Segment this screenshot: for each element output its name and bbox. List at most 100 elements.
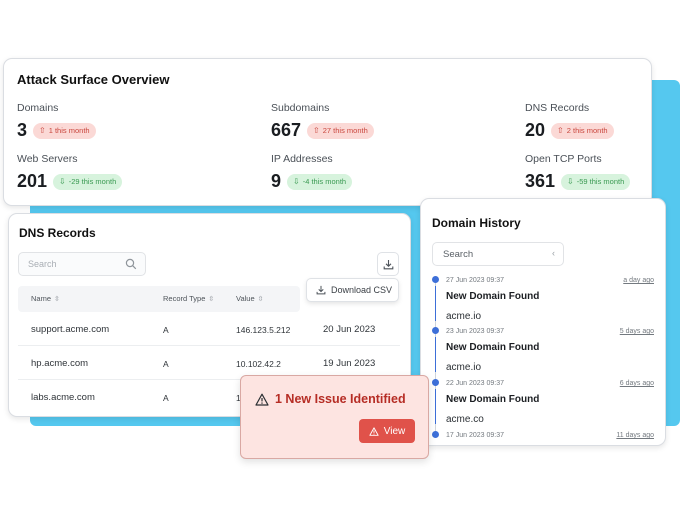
trend-text: 2 this month [566,126,608,135]
trend-text: 27 this month [322,126,368,135]
timeline-bracket [435,286,442,321]
trend-badge: ⇧ 2 this month [551,122,614,139]
dns-search-input[interactable]: Search [18,252,146,276]
cell-name: hp.acme.com [31,358,89,369]
history-item[interactable]: 27 Jun 2023 09:37 a day ago New Domain Fo… [446,277,654,322]
download-button[interactable] [377,252,399,276]
timeline-bracket [435,337,442,372]
trend-badge: ⇩ -4 this month [287,173,353,190]
cell-date: 20 Jun 2023 [323,324,376,335]
cell-date: 19 Jun 2023 [323,358,376,369]
stat-value: 9 [271,171,282,191]
arrow-down-icon: ⇩ [567,176,574,186]
stat-label: Subdomains [271,102,330,114]
timeline-dot [432,327,439,334]
stat-ip-addresses: IP Addresses 9 ⇩ -4 this month [271,153,353,192]
arrow-down-icon: ⇩ [59,176,66,186]
overview-title: Attack Surface Overview [17,72,170,87]
stat-domains: Domains 3 ⇧ 1 this month [17,102,96,141]
search-icon [125,258,137,270]
history-item[interactable]: 23 Jun 2023 09:37 5 days ago New Domain F… [446,328,654,373]
attack-surface-overview-card: Attack Surface Overview Domains 3 ⇧ 1 thi… [3,58,652,206]
stat-label: DNS Records [525,102,590,114]
stat-value: 361 [525,171,556,191]
history-event: New Domain Found [446,394,540,405]
sort-icon: ⇳ [208,295,215,303]
history-item[interactable]: 17 Jun 2023 09:37 11 days ago [446,432,654,439]
history-domain: acme.io [446,362,482,373]
column-header-name[interactable]: Name ⇳ [31,294,60,303]
issue-heading: 1 New Issue Identified [255,392,406,406]
table-row[interactable]: support.acme.com A 146.123.5.212 20 Jun … [18,313,400,346]
history-timestamp: 22 Jun 2023 09:37 [446,380,504,387]
search-placeholder: Search [28,259,57,269]
stat-value: 201 [17,171,48,191]
cell-name: support.acme.com [31,324,110,335]
history-timestamp: 17 Jun 2023 09:37 [446,432,504,439]
view-label: View [383,425,406,437]
cell-type: A [163,393,169,403]
stat-subdomains: Subdomains 667 ⇧ 27 this month [271,102,374,141]
dns-records-title: DNS Records [19,226,96,240]
history-timestamp: 23 Jun 2023 09:37 [446,328,504,335]
column-header-value[interactable]: Value ⇳ [236,294,264,303]
timeline-dot [432,431,439,438]
stat-value: 667 [271,120,302,140]
history-event: New Domain Found [446,342,540,353]
trend-text: -4 this month [302,177,347,186]
view-issue-button[interactable]: View [359,419,415,443]
history-item[interactable]: 22 Jun 2023 09:37 6 days ago New Domain F… [446,380,654,425]
cell-type: A [163,325,169,335]
stat-value: 20 [525,120,546,140]
arrow-down-icon: ⇩ [293,176,300,186]
history-relative-time[interactable]: 5 days ago [619,328,654,335]
domain-history-title: Domain History [432,216,521,230]
history-relative-time[interactable]: a day ago [623,277,654,284]
stat-value: 3 [17,120,28,140]
sort-icon: ⇳ [257,295,264,303]
timeline-dot [432,276,439,283]
cell-type: A [163,359,169,369]
arrow-up-icon: ⇧ [313,125,320,135]
trend-badge: ⇩ -29 this month [53,173,123,190]
trend-text: -29 this month [68,177,117,186]
history-domain: acme.io [446,311,482,322]
stat-label: Domains [17,102,59,114]
sort-icon: ⇳ [54,295,60,303]
timeline-dot [432,379,439,386]
history-search-select[interactable]: Search ‹ [432,242,564,266]
timeline-bracket [435,389,442,424]
download-csv-label: Download CSV [331,285,393,295]
table-header [18,286,300,312]
dns-records-card: DNS Records Search Name ⇳ Record Type ⇳ Va… [8,213,411,417]
warning-icon [255,393,269,406]
trend-text: 1 this month [48,126,90,135]
history-timestamp: 27 Jun 2023 09:37 [446,277,504,284]
cell-value: 146.123.5.212 [236,325,291,335]
issue-alert-popup: 1 New Issue Identified View [240,375,429,459]
domain-history-card: Domain History Search ‹ 27 Jun 2023 09:3… [420,198,666,446]
download-icon [316,285,326,295]
arrow-up-icon: ⇧ [39,125,46,135]
column-header-record-type[interactable]: Record Type ⇳ [163,294,214,303]
search-placeholder: Search [443,249,474,260]
cell-value: 10.102.42.2 [236,359,281,369]
issue-title: 1 New Issue Identified [275,392,406,406]
arrow-up-icon: ⇧ [557,125,564,135]
stat-label: Open TCP Ports [525,153,602,165]
trend-badge: ⇩ -59 this month [561,173,631,190]
trend-badge: ⇧ 1 this month [33,122,96,139]
history-relative-time[interactable]: 6 days ago [619,380,654,387]
download-csv-button[interactable]: Download CSV [306,278,399,302]
chevron-left-icon: ‹ [552,248,555,258]
column-label: Name [31,294,52,303]
history-domain: acme.co [446,414,484,425]
column-label: Record Type [163,294,206,303]
table-row[interactable]: hp.acme.com A 10.102.42.2 19 Jun 2023 [18,347,400,380]
download-icon [383,259,393,269]
stat-open-tcp-ports: Open TCP Ports 361 ⇩ -59 this month [525,153,631,192]
history-event: New Domain Found [446,291,540,302]
warning-icon [369,426,379,436]
history-relative-time[interactable]: 11 days ago [616,432,654,439]
stat-label: IP Addresses [271,153,333,165]
